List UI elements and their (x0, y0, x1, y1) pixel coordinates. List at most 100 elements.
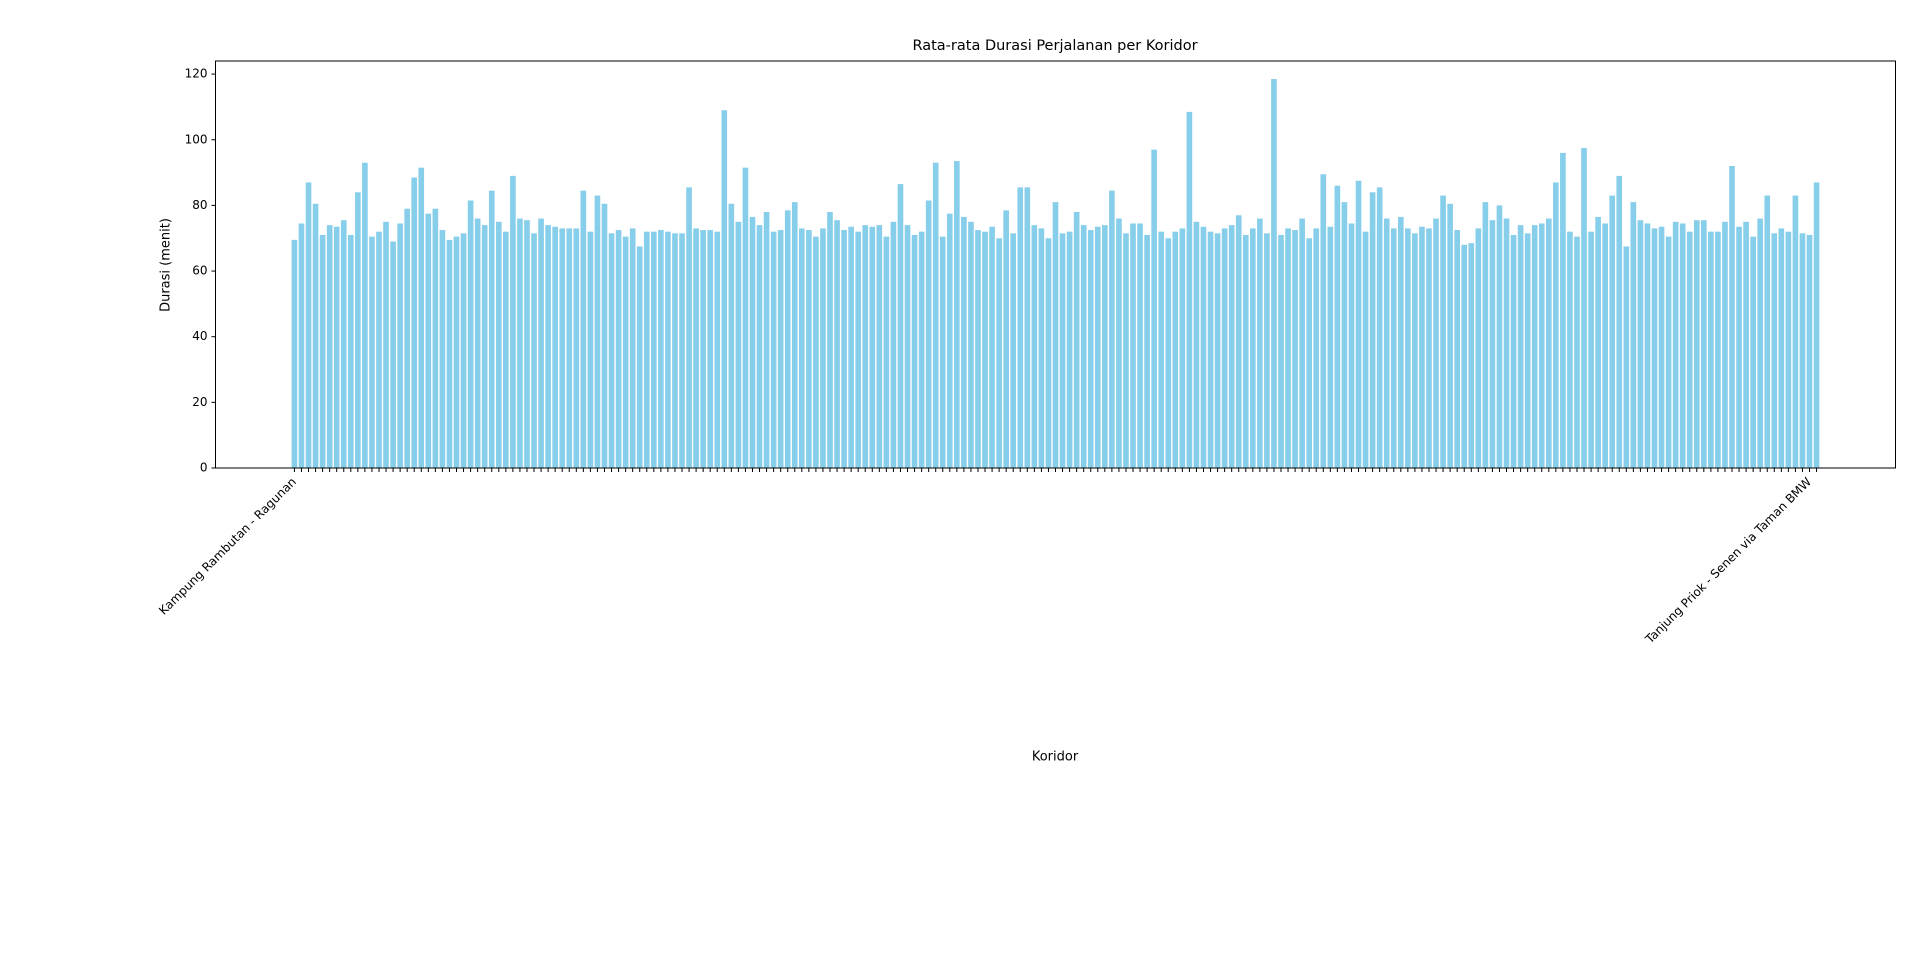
bar (467, 200, 474, 468)
bar (1144, 234, 1150, 468)
bar (1010, 233, 1017, 468)
bar (1221, 228, 1228, 468)
bar (425, 213, 432, 468)
bar (1574, 236, 1580, 468)
bar (298, 223, 305, 468)
bar (1003, 210, 1009, 468)
bar (1623, 246, 1630, 468)
bar (862, 225, 869, 468)
y-tick-label: 80 (192, 198, 207, 212)
bar (1116, 218, 1122, 468)
x-tick-label: Kampung Rambutan - Ragunan (156, 475, 299, 618)
bar (742, 167, 749, 468)
bar (1736, 226, 1742, 468)
bar (376, 231, 382, 468)
bar (841, 230, 847, 468)
bar (827, 211, 833, 468)
bar (756, 225, 763, 468)
bar (460, 233, 467, 468)
bar (615, 230, 622, 468)
bar (411, 177, 418, 469)
bar (1729, 166, 1735, 468)
bar (651, 231, 657, 468)
bar (1545, 218, 1552, 468)
bar (418, 167, 425, 468)
bar (1813, 182, 1820, 468)
bar (1348, 223, 1355, 468)
bar (1179, 228, 1186, 468)
bar (904, 225, 911, 468)
bar (918, 231, 925, 468)
bar (503, 231, 509, 468)
bar (1595, 216, 1601, 468)
bar (1257, 218, 1263, 468)
bar (340, 220, 347, 468)
bar (1531, 225, 1538, 468)
bar (1679, 223, 1686, 468)
bar (1419, 226, 1425, 468)
bar (580, 190, 587, 468)
bar (1630, 202, 1637, 469)
bar (869, 226, 876, 468)
y-tick-label: 20 (192, 395, 207, 409)
bar (911, 234, 918, 468)
bar (820, 228, 826, 468)
bar (587, 231, 594, 468)
bar (749, 216, 756, 468)
bar (1440, 195, 1446, 469)
bar (305, 182, 312, 468)
bar (672, 233, 678, 468)
bar (404, 208, 410, 469)
bar (1538, 223, 1545, 468)
bar (1433, 218, 1439, 468)
bar (1285, 228, 1291, 468)
bar (728, 203, 735, 468)
bar (1123, 233, 1129, 468)
bar (1510, 234, 1517, 468)
bar (347, 234, 354, 468)
bar (552, 226, 558, 468)
bar (1200, 226, 1207, 468)
bar (1764, 195, 1771, 469)
bar (1137, 223, 1143, 468)
bar (524, 220, 530, 468)
bar (439, 230, 446, 468)
bar (1264, 233, 1270, 468)
bar (1087, 230, 1094, 468)
bar (1271, 79, 1277, 468)
bar (517, 218, 523, 468)
bar (474, 218, 481, 468)
bar (481, 225, 488, 468)
y-tick-label: 0 (200, 461, 208, 475)
bar (636, 246, 643, 468)
bar (777, 230, 784, 468)
bar (1397, 216, 1404, 468)
bar (1750, 236, 1756, 468)
bar (932, 162, 939, 468)
bar (1799, 233, 1806, 468)
y-axis-label: Durasi (menit) (159, 218, 174, 312)
bar (545, 225, 551, 468)
bar (1517, 225, 1524, 468)
bar (855, 231, 862, 468)
bar (975, 230, 981, 468)
bar (319, 234, 326, 468)
bar (1665, 236, 1672, 468)
bar (1412, 233, 1418, 468)
bar (735, 221, 742, 468)
bar (629, 228, 636, 468)
bar (1616, 175, 1623, 468)
bar (1327, 226, 1334, 468)
bar (693, 228, 699, 468)
bar (573, 228, 580, 468)
bar (1461, 244, 1468, 468)
bar (1785, 231, 1792, 468)
bar (488, 190, 495, 468)
bar (1722, 221, 1728, 468)
bar (1102, 225, 1108, 468)
chart-title: Rata-rata Durasi Perjalanan per Koridor (912, 38, 1197, 54)
bar (291, 239, 298, 468)
bar (1581, 147, 1587, 468)
bar (876, 225, 883, 468)
